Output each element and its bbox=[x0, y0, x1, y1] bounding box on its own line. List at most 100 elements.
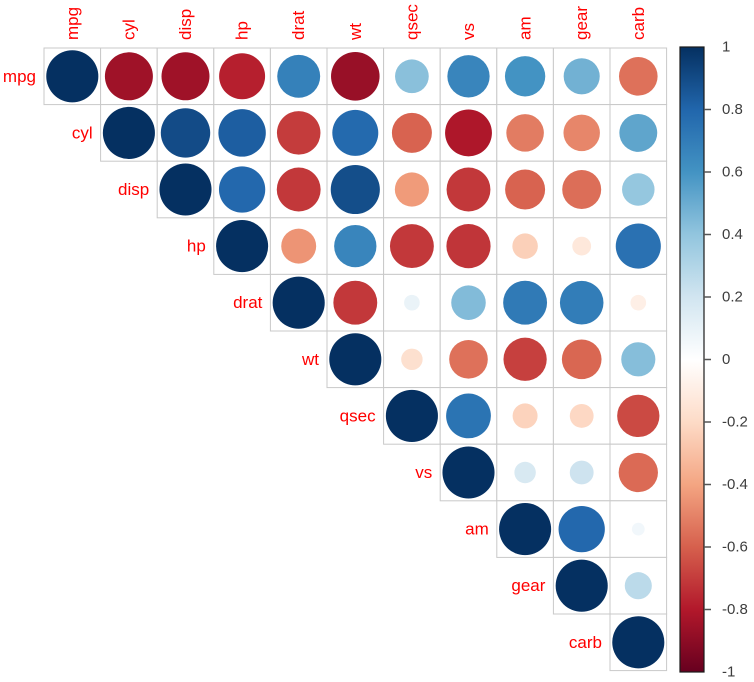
corr-circle-qsec-qsec bbox=[385, 389, 438, 442]
col-label-cyl: cyl bbox=[119, 19, 138, 40]
corr-circle-hp-wt bbox=[334, 224, 377, 268]
corr-circle-cyl-am bbox=[506, 114, 544, 152]
col-label-drat: drat bbox=[289, 10, 308, 40]
row-label-drat: drat bbox=[233, 293, 263, 312]
row-label-gear: gear bbox=[511, 576, 545, 595]
corr-circle-disp-carb bbox=[622, 173, 655, 206]
corr-circle-wt-gear bbox=[561, 339, 602, 380]
corr-circle-mpg-drat bbox=[277, 54, 321, 98]
col-label-carb: carb bbox=[629, 7, 648, 40]
corr-circle-wt-vs bbox=[449, 339, 488, 379]
col-label-gear: gear bbox=[572, 6, 591, 40]
correlation-circles bbox=[46, 50, 665, 669]
col-label-vs: vs bbox=[459, 23, 478, 40]
colorbar-bar bbox=[679, 46, 705, 673]
corr-circle-cyl-qsec bbox=[391, 112, 432, 153]
corr-circle-disp-gear bbox=[562, 170, 602, 209]
corr-circle-hp-gear bbox=[572, 236, 592, 256]
col-label-qsec: qsec bbox=[402, 4, 421, 40]
corr-circle-disp-vs bbox=[446, 167, 491, 212]
colorbar-tick-label: 0.8 bbox=[722, 101, 743, 118]
row-label-hp: hp bbox=[187, 237, 206, 256]
colorbar-tick-label: -0.6 bbox=[722, 539, 748, 556]
row-label-vs: vs bbox=[415, 463, 432, 482]
corr-circle-mpg-gear bbox=[563, 58, 600, 95]
corr-circle-mpg-disp bbox=[161, 52, 210, 101]
row-label-mpg: mpg bbox=[3, 67, 36, 86]
corr-circle-drat-drat bbox=[272, 276, 325, 329]
corr-circle-disp-qsec bbox=[394, 172, 429, 207]
corr-circle-cyl-hp bbox=[218, 109, 266, 157]
corr-circle-wt-wt bbox=[329, 333, 382, 386]
row-labels: mpg cyl disp hp drat wt qsec vs am gear carb bbox=[3, 67, 602, 652]
column-labels: mpg cyl disp hp drat wt qsec vs am gear carb bbox=[63, 4, 648, 41]
colorbar-tick-label: 0.4 bbox=[722, 226, 743, 243]
corr-circle-mpg-qsec bbox=[395, 59, 429, 94]
corr-circle-cyl-gear bbox=[563, 114, 600, 152]
row-label-am: am bbox=[465, 520, 489, 539]
corr-circle-hp-carb bbox=[615, 223, 661, 269]
corr-circle-drat-wt bbox=[333, 280, 378, 325]
colorbar-tick-label: -0.2 bbox=[722, 414, 748, 431]
row-label-carb: carb bbox=[569, 633, 602, 652]
colorbar-tick-label: 0 bbox=[722, 351, 730, 368]
col-label-hp: hp bbox=[233, 21, 252, 40]
corr-circle-drat-am bbox=[503, 280, 548, 325]
corr-circle-am-gear bbox=[558, 505, 605, 553]
row-label-wt: wt bbox=[301, 350, 319, 369]
colorbar-tick-label: 1 bbox=[722, 39, 730, 56]
corr-circle-disp-hp bbox=[218, 166, 266, 213]
corr-circle-mpg-mpg bbox=[46, 50, 99, 103]
corr-circle-hp-drat bbox=[281, 228, 317, 264]
corr-circle-drat-qsec bbox=[404, 294, 420, 311]
col-label-mpg: mpg bbox=[63, 7, 82, 40]
corr-circle-qsec-carb bbox=[617, 394, 660, 438]
corr-circle-cyl-carb bbox=[619, 113, 658, 152]
corr-circle-mpg-carb bbox=[618, 56, 658, 96]
col-label-am: am bbox=[516, 16, 535, 40]
corr-circle-mpg-am bbox=[504, 56, 546, 97]
row-label-qsec: qsec bbox=[340, 406, 376, 425]
corr-circle-vs-carb bbox=[618, 452, 658, 493]
corr-circle-qsec-gear bbox=[569, 403, 594, 428]
corr-circle-disp-am bbox=[505, 169, 546, 210]
corr-circle-cyl-wt bbox=[332, 109, 379, 156]
colorbar: 1 0.8 0.6 0.4 0.2 0 -0.2 -0.4 -0.6 -0.8 -1 bbox=[679, 39, 748, 681]
corr-circle-hp-vs bbox=[446, 224, 491, 269]
colorbar-tick-label: -1 bbox=[722, 664, 735, 681]
corr-circle-qsec-vs bbox=[446, 393, 491, 439]
colorbar-tick-label: -0.8 bbox=[722, 601, 748, 618]
corr-circle-disp-wt bbox=[330, 164, 380, 215]
row-label-cyl: cyl bbox=[72, 123, 93, 142]
corr-circle-drat-gear bbox=[559, 280, 604, 325]
corr-circle-vs-vs bbox=[442, 446, 495, 499]
row-label-disp: disp bbox=[118, 180, 149, 199]
corr-circle-drat-carb bbox=[630, 294, 647, 311]
corr-circle-vs-am bbox=[514, 461, 536, 484]
corr-circle-wt-qsec bbox=[401, 348, 423, 371]
colorbar-tick-label: 0.2 bbox=[722, 289, 743, 306]
corr-circle-wt-am bbox=[503, 337, 547, 381]
corr-circle-gear-gear bbox=[555, 559, 608, 612]
corr-circle-mpg-vs bbox=[447, 55, 490, 98]
corr-circle-disp-disp bbox=[159, 163, 212, 216]
corr-circle-hp-am bbox=[512, 233, 538, 259]
corr-circle-mpg-wt bbox=[331, 52, 380, 101]
corr-circle-cyl-vs bbox=[445, 109, 492, 157]
corr-circle-wt-carb bbox=[621, 342, 656, 377]
corr-circle-cyl-disp bbox=[160, 108, 211, 158]
corr-circle-cyl-drat bbox=[276, 111, 321, 155]
corr-circle-hp-qsec bbox=[389, 224, 434, 269]
corr-circle-am-carb bbox=[631, 522, 645, 536]
corr-circle-cyl-cyl bbox=[102, 106, 155, 159]
corr-circle-carb-carb bbox=[612, 616, 665, 669]
col-label-disp: disp bbox=[176, 9, 195, 40]
corr-circle-qsec-am bbox=[512, 403, 538, 429]
corr-circle-disp-drat bbox=[276, 167, 321, 212]
colorbar-tick-label: -0.4 bbox=[722, 476, 748, 493]
col-label-wt: wt bbox=[346, 23, 365, 41]
corr-circle-hp-hp bbox=[216, 220, 269, 273]
corr-circle-gear-carb bbox=[624, 572, 652, 600]
